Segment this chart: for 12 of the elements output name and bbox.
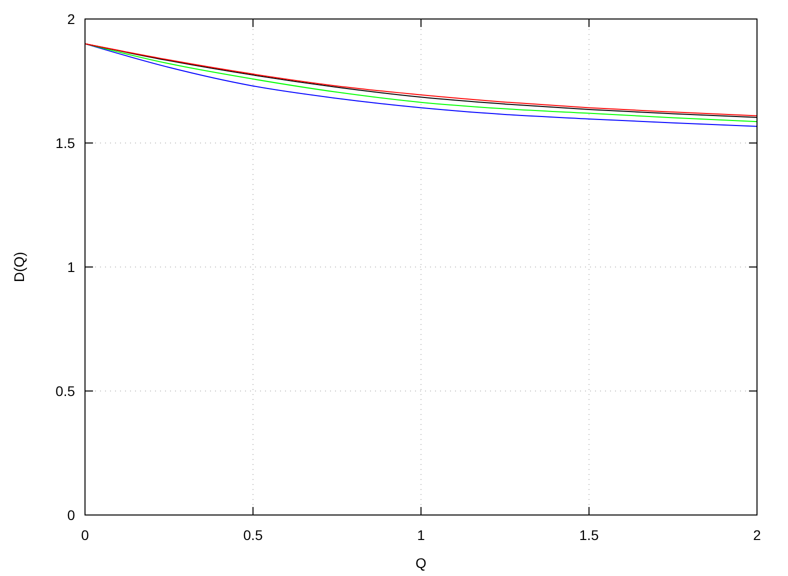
x-tick-label: 2 [753, 527, 762, 543]
x-tick-label: 1.5 [579, 527, 599, 543]
x-axis-title: Q [416, 555, 427, 571]
y-tick-label: 1.5 [56, 135, 76, 151]
x-tick-label: 0 [81, 527, 90, 543]
x-tick-label: 0.5 [243, 527, 263, 543]
y-axis-title: D(Q) [11, 252, 27, 282]
y-tick-label: 0.5 [56, 383, 76, 399]
y-tick-label: 1 [67, 259, 76, 275]
y-tick-label: 2 [67, 11, 76, 27]
x-tick-label: 1 [417, 527, 426, 543]
y-tick-label: 0 [67, 507, 76, 523]
